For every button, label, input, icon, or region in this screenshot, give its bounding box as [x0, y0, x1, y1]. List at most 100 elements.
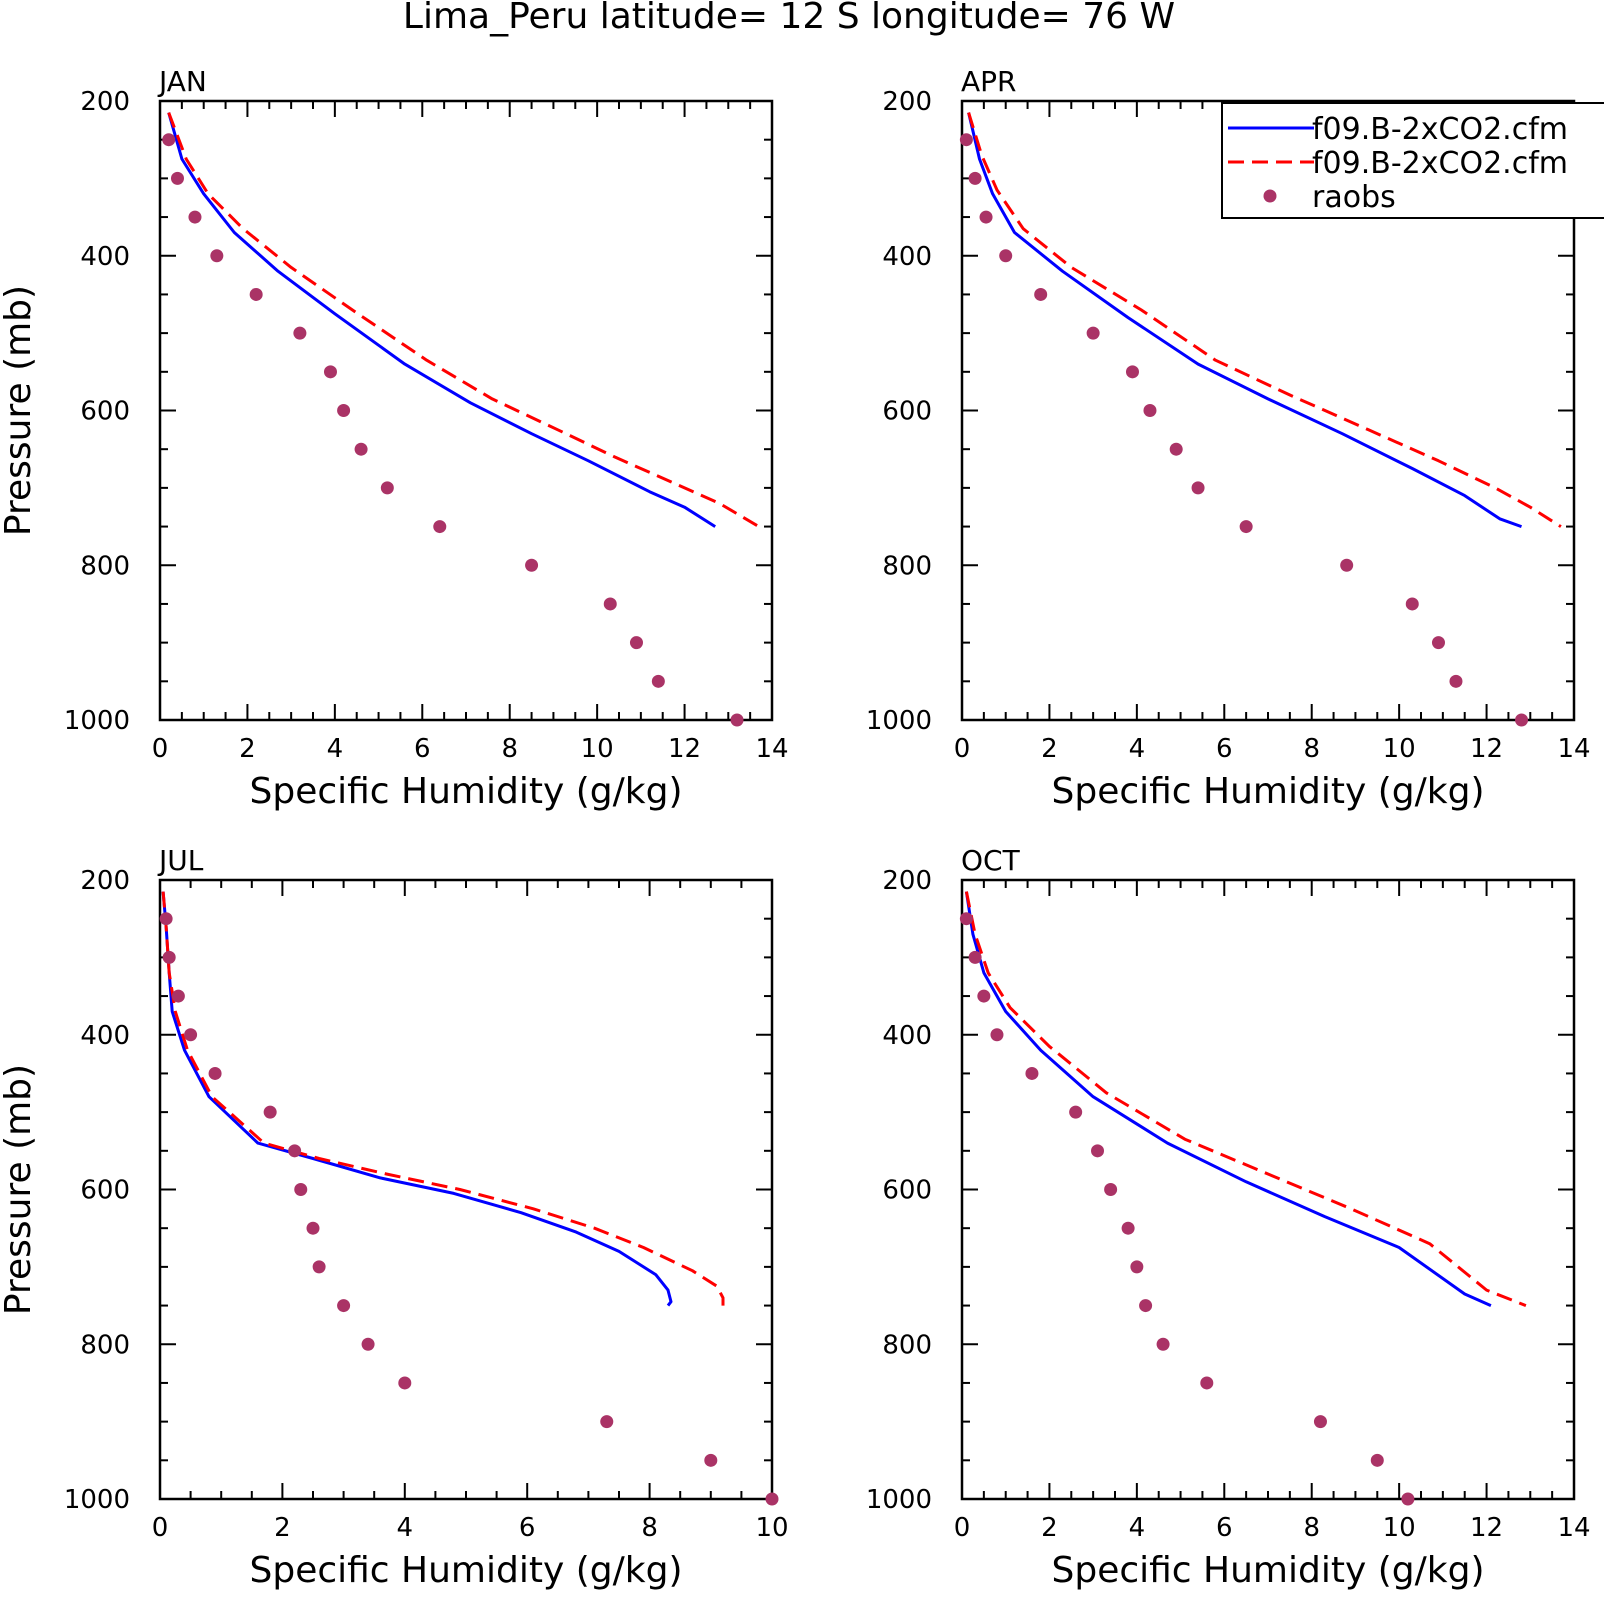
raobs-point: [171, 989, 185, 1003]
panel-jan: 0 2 4 6 8 10 12 14 200 400 600 800 1000 Specific Humi…: [0, 65, 789, 812]
raobs-point: [312, 1260, 326, 1274]
raobs-point: [1431, 636, 1445, 650]
chart-title: Lima_Peru latitude= 12 S longitude= 76 W: [403, 0, 1175, 37]
legend-label: raobs: [1312, 180, 1396, 215]
plot-frame: [158, 99, 774, 722]
y-tick-label: 600: [80, 1176, 130, 1206]
x-tick-label: 2: [274, 1513, 291, 1543]
solid-model-line: [967, 112, 1523, 529]
x-tick-label: 6: [414, 734, 431, 764]
raobs-point: [1370, 1453, 1384, 1467]
raobs-point: [1401, 1492, 1415, 1506]
x-tick-label: 4: [327, 734, 344, 764]
raobs-point: [990, 1028, 1004, 1042]
dashed-model-line: [161, 891, 725, 1306]
y-tick-label: 1000: [866, 706, 932, 736]
y-tick-label: 200: [882, 87, 932, 117]
raobs-point: [1121, 1221, 1135, 1235]
x-tick-label: 0: [954, 1513, 971, 1543]
solid-model-line: [964, 891, 1492, 1307]
x-tick-label: 14: [1557, 734, 1590, 764]
solid-model-line: [161, 891, 673, 1307]
dashed-model-line: [964, 891, 1527, 1307]
raobs-point: [1086, 326, 1100, 340]
y-tick-label: 1000: [866, 1485, 932, 1515]
y-tick-label: 200: [80, 87, 130, 117]
y-tick-label: 600: [882, 397, 932, 427]
raobs-point: [263, 1105, 277, 1119]
raobs-point: [1025, 1066, 1039, 1080]
raobs-point: [1091, 1144, 1105, 1158]
raobs-point: [323, 365, 337, 379]
raobs-point: [337, 404, 351, 417]
raobs-point: [999, 249, 1013, 263]
y-tick-label: 800: [80, 1330, 130, 1360]
raobs-point: [162, 950, 176, 964]
y-tick-label: 400: [882, 1021, 932, 1051]
y-axis-title: Pressure (mb): [0, 1064, 39, 1315]
x-axis-title: Specific Humidity (g/kg): [249, 771, 682, 812]
raobs-point: [629, 636, 643, 650]
panel-label: APR: [961, 65, 1017, 98]
raobs-point: [162, 133, 176, 147]
raobs-point: [1169, 442, 1183, 456]
y-tick-label: 800: [882, 551, 932, 581]
raobs-point: [1139, 1299, 1153, 1313]
x-tick-label: 10: [755, 1513, 788, 1543]
raobs-point: [398, 1376, 412, 1390]
raobs-point: [1191, 481, 1205, 495]
raobs-point: [1034, 287, 1048, 301]
raobs-point: [288, 1144, 302, 1158]
raobs-point: [704, 1453, 718, 1467]
x-tick-label: 8: [501, 734, 518, 764]
raobs-point: [293, 326, 307, 340]
legend-marker: [1263, 189, 1277, 203]
raobs-point: [979, 210, 993, 224]
x-tick-label: 6: [1216, 734, 1233, 764]
y-tick-label: 1000: [64, 706, 130, 736]
raobs-point: [208, 1066, 222, 1080]
solid-model-line: [167, 112, 717, 528]
dashed-model-line: [167, 112, 760, 528]
raobs-point: [1104, 1183, 1118, 1196]
x-axis-title: Specific Humidity (g/kg): [1051, 771, 1484, 812]
raobs-point: [184, 1028, 198, 1042]
raobs-point: [977, 989, 991, 1003]
dashed-model-line: [967, 112, 1562, 528]
y-tick-label: 400: [80, 1021, 130, 1051]
raobs-point: [1156, 1337, 1170, 1351]
x-tick-label: 10: [1383, 1513, 1416, 1543]
x-axis-title: Specific Humidity (g/kg): [1051, 1550, 1484, 1591]
x-tick-label: 8: [1303, 734, 1320, 764]
y-tick-label: 600: [882, 1176, 932, 1206]
raobs-point: [1515, 713, 1529, 727]
y-tick-label: 200: [882, 866, 932, 896]
raobs-point: [306, 1221, 320, 1235]
raobs-point: [959, 912, 973, 926]
raobs-point: [765, 1492, 779, 1506]
x-tick-label: 2: [1041, 734, 1058, 764]
raobs-point: [354, 442, 368, 456]
raobs-point: [1143, 404, 1157, 417]
raobs-point: [294, 1183, 308, 1196]
raobs-point: [337, 1299, 351, 1313]
raobs-point: [603, 597, 617, 611]
x-tick-label: 6: [1216, 1513, 1233, 1543]
x-axis-title: Specific Humidity (g/kg): [249, 1550, 682, 1591]
x-tick-label: 14: [1557, 1513, 1590, 1543]
raobs-point: [600, 1415, 614, 1429]
raobs-point: [210, 249, 224, 263]
raobs-point: [159, 912, 173, 926]
raobs-point: [1069, 1105, 1083, 1119]
raobs-point: [525, 558, 539, 572]
raobs-point: [1313, 1415, 1327, 1429]
x-tick-label: 12: [668, 734, 701, 764]
x-tick-label: 10: [581, 734, 614, 764]
y-axis-title: Pressure (mb): [0, 285, 39, 536]
x-tick-label: 8: [1303, 1513, 1320, 1543]
chart-panels: 0 2 4 6 8 10 12 14 200 400 600 800 1000 Specific Humi…: [0, 65, 1591, 1591]
x-tick-label: 12: [1470, 1513, 1503, 1543]
y-tick-label: 600: [80, 397, 130, 427]
